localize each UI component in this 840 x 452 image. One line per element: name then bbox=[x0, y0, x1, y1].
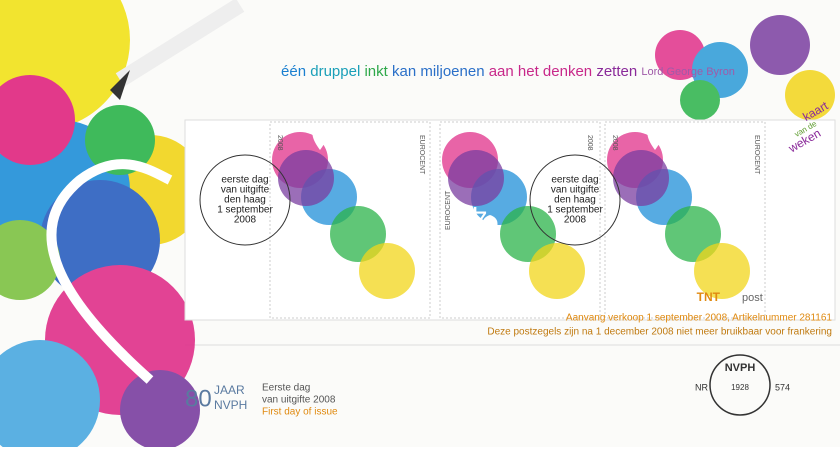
stamp-ink bbox=[359, 243, 415, 299]
stamp-year: 2008 bbox=[611, 135, 618, 151]
pen bbox=[115, 0, 245, 87]
quote-author: Lord George Byron bbox=[641, 66, 735, 78]
number-prefix: NR bbox=[695, 382, 708, 392]
stamp-currency: EUROCENT bbox=[445, 190, 452, 230]
stamp-value: 44 bbox=[713, 127, 746, 160]
heart-outline bbox=[46, 159, 173, 384]
stamp-year: 2008 bbox=[276, 135, 283, 151]
info-line: Aanvang verkoop 1 september 2008, Artike… bbox=[566, 313, 833, 324]
stamp-value: 44 bbox=[378, 127, 411, 160]
stamp-value: 44 bbox=[453, 200, 486, 233]
issue-line-en: First day of issue bbox=[262, 407, 338, 418]
postmark-ring bbox=[199, 154, 291, 246]
seal bbox=[709, 354, 771, 416]
postmark-line: 2008 bbox=[234, 215, 257, 226]
stamp-ink bbox=[529, 243, 585, 299]
quote-word: inkt bbox=[364, 63, 388, 80]
quote-word: druppel bbox=[310, 63, 360, 80]
info-line: Deze postzegels zijn na 1 december 2008 … bbox=[487, 327, 832, 338]
stamp-ink bbox=[448, 150, 504, 206]
stamp-currency: EUROCENT bbox=[418, 135, 425, 175]
brand-post: post bbox=[742, 292, 763, 304]
seal-year: 1928 bbox=[731, 383, 749, 392]
postmark-line: den haag bbox=[554, 195, 596, 206]
stamp-year: 2008 bbox=[586, 135, 593, 151]
ink-splashes-right bbox=[655, 15, 835, 120]
postmark-line: 1 september bbox=[217, 205, 273, 216]
quote: één druppel inkt kan miljoenen aan het d… bbox=[281, 63, 735, 80]
stamp-ink bbox=[278, 150, 334, 206]
stamp-currency: EUROCENT bbox=[753, 135, 760, 175]
anniversary-jaar: JAAR bbox=[214, 383, 245, 397]
postmark-line: van uitgifte bbox=[221, 185, 270, 196]
postmark-line: eerste dag bbox=[551, 175, 598, 186]
stamp-ink bbox=[613, 150, 669, 206]
anniversary-number: 80 bbox=[185, 385, 212, 412]
postmark-line: eerste dag bbox=[221, 175, 268, 186]
stamp-heart bbox=[312, 125, 328, 150]
quote-word: één bbox=[281, 63, 306, 80]
postmark-line: 1 september bbox=[547, 205, 603, 216]
quote-word: kan miljoenen bbox=[392, 63, 485, 80]
stamp-heart bbox=[482, 215, 498, 240]
issue-line: Eerste dag bbox=[262, 383, 310, 394]
brand-logo: TNT bbox=[697, 290, 721, 304]
issue-line: van uitgifte 2008 bbox=[262, 395, 336, 406]
quote-word: zetten bbox=[596, 63, 637, 80]
postmark-line: den haag bbox=[224, 195, 266, 206]
pen-nib bbox=[110, 70, 130, 100]
anniversary-org: NVPH bbox=[214, 398, 247, 412]
quote-word: aan het denken bbox=[489, 63, 592, 80]
seal-name: NVPH bbox=[725, 362, 756, 374]
postmark-line: van uitgifte bbox=[551, 185, 600, 196]
number-value: 574 bbox=[775, 382, 790, 392]
stamp-ink bbox=[694, 243, 750, 299]
ink-splashes-left bbox=[0, 0, 205, 452]
postmark-ring bbox=[529, 154, 621, 246]
postmark-line: 2008 bbox=[564, 215, 587, 226]
stamp-heart bbox=[647, 125, 663, 150]
